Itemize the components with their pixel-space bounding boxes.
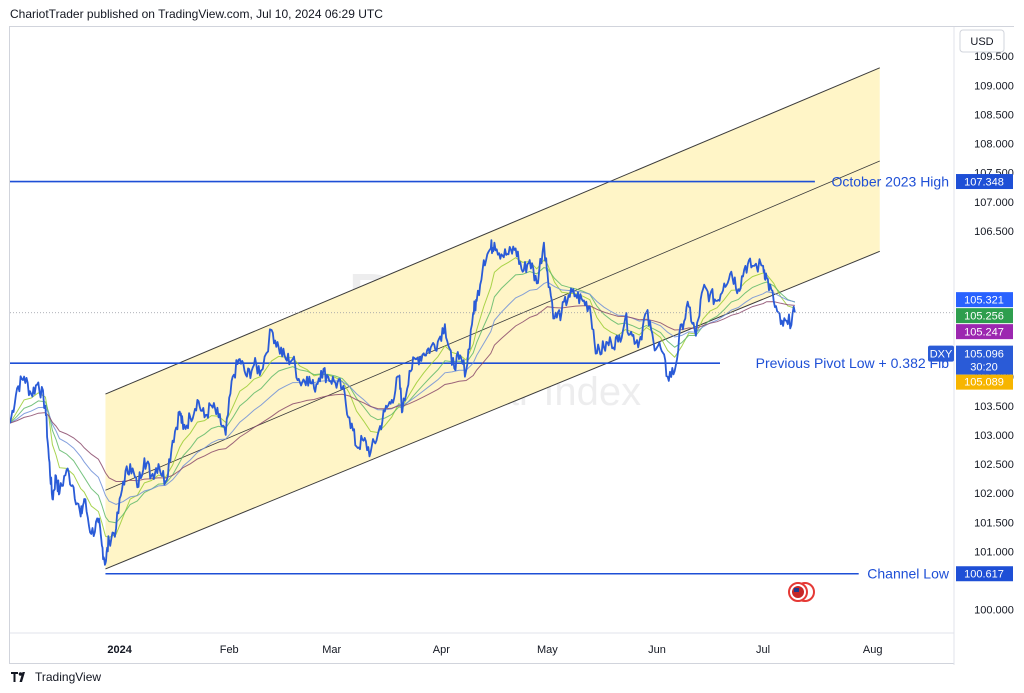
ma-tag-2: 105.247 (956, 324, 1013, 340)
y-tick-label: 108.000 (974, 139, 1014, 151)
svg-text:105.256: 105.256 (964, 311, 1004, 323)
level-tag-0: 107.348 (956, 174, 1013, 190)
svg-text:107.348: 107.348 (964, 177, 1004, 189)
ma-long-line (10, 301, 795, 482)
ma-tag-3: 105.089 (956, 374, 1013, 390)
x-tick-label: Feb (220, 644, 239, 656)
y-tick-label: 101.000 (974, 546, 1014, 558)
footer: TradingView (10, 668, 101, 686)
price-line (10, 239, 796, 566)
y-tick-label: 100.000 (974, 605, 1014, 617)
y-tick-label: 107.000 (974, 197, 1014, 209)
currency-label: USD (959, 29, 1005, 53)
x-tick-label: Aug (863, 644, 883, 656)
x-tick-label: Mar (322, 644, 341, 656)
y-tick-label: 109.000 (974, 80, 1014, 92)
y-tick-label: 106.500 (974, 226, 1014, 238)
publisher-text: ChariotTrader published on TradingView.c… (10, 7, 383, 21)
svg-text:105.089: 105.089 (964, 377, 1004, 389)
ma-tag-0: 105.321 (956, 292, 1013, 308)
annotation-october-high: October 2023 High (831, 174, 949, 190)
level-tag-2: 100.617 (956, 566, 1013, 582)
annotation-pivot-low: Previous Pivot Low + 0.382 Fib (756, 355, 950, 371)
channel-fill (105, 67, 880, 569)
y-tick-label: 102.500 (974, 459, 1014, 471)
x-tick-label: Apr (433, 644, 450, 656)
x-tick-label: May (537, 644, 558, 656)
publisher-bar: ChariotTrader published on TradingView.c… (0, 0, 1024, 26)
channel-lower-line (105, 250, 880, 570)
x-tick-label: Jun (648, 644, 666, 656)
currency-text: USD (970, 36, 993, 48)
y-tick-label: 102.000 (974, 488, 1014, 500)
ma-tag-1: 105.256 (956, 308, 1013, 324)
svg-text:105.321: 105.321 (964, 295, 1004, 307)
svg-text:100.617: 100.617 (964, 569, 1004, 581)
price-chart[interactable]: DXY, 4hU.S. Dollar IndexOctober 2023 Hig… (10, 27, 1015, 665)
y-tick-label: 101.500 (974, 517, 1014, 529)
y-tick-label: 103.500 (974, 401, 1014, 413)
y-tick-label: 103.000 (974, 430, 1014, 442)
last-price-countdown: 30:20 (970, 362, 998, 374)
tradingview-brand: TradingView (35, 670, 102, 684)
chart-frame[interactable]: DXY, 4hU.S. Dollar IndexOctober 2023 Hig… (9, 26, 1015, 665)
svg-text:105.247: 105.247 (964, 327, 1004, 339)
x-tick-label: Jul (756, 644, 770, 656)
tradingview-logo-icon (11, 672, 25, 682)
y-tick-label: 108.500 (974, 109, 1014, 121)
us-flag-event-icon[interactable] (788, 582, 815, 602)
y-tick-label: 109.500 (974, 51, 1014, 63)
last-price-value: 105.096 (964, 349, 1004, 361)
channel-upper-line (105, 67, 880, 395)
annotation-channel-low: Channel Low (867, 566, 950, 582)
last-price-symbol: DXY (930, 349, 953, 361)
x-tick-label: 2024 (107, 644, 132, 656)
ma-mid-line (10, 267, 796, 524)
